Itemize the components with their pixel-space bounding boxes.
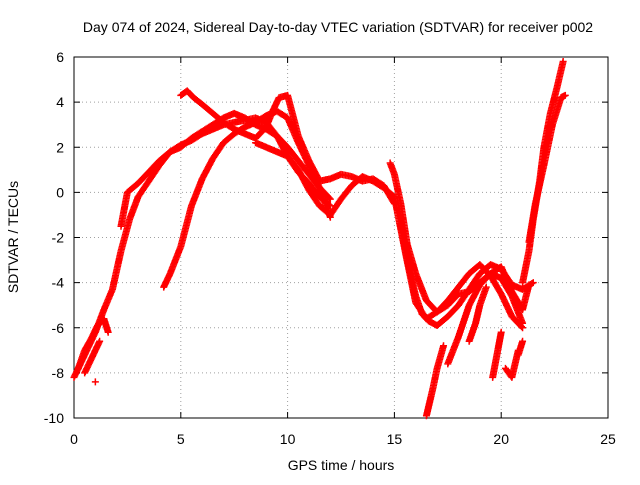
data-point (519, 337, 527, 345)
data-point (91, 378, 99, 386)
data-point (104, 328, 112, 336)
series-track-11 (489, 328, 505, 381)
data-point (559, 58, 567, 66)
y-tick-label: -6 (52, 320, 65, 336)
series-track-10 (465, 283, 490, 345)
y-tick-label: 4 (56, 94, 64, 110)
y-tick-label: 6 (56, 49, 64, 65)
series-track-15 (525, 91, 569, 246)
y-tick-label: -2 (52, 230, 65, 246)
series-track-7 (397, 222, 537, 329)
series-track-18 (91, 378, 99, 386)
data-point (325, 194, 333, 202)
series-track-16 (74, 315, 112, 372)
x-tick-label: 20 (493, 431, 509, 447)
series-track-12 (501, 346, 522, 381)
series-track-9 (422, 342, 448, 420)
series-track-8 (444, 270, 527, 368)
chart-title: Day 074 of 2024, Sidereal Day-to-day VTE… (83, 19, 593, 35)
x-tick-label: 5 (177, 431, 185, 447)
y-tick-label: -10 (44, 410, 64, 426)
x-tick-label: 15 (387, 431, 403, 447)
data-point (561, 91, 569, 99)
data-point (96, 337, 104, 345)
y-tick-label: 2 (56, 139, 64, 155)
series-track-13 (514, 337, 527, 359)
x-tick-label: 25 (600, 431, 616, 447)
tick-labels: 0 5 10 15 20 25 -10 -8 -6 -4 -2 0 2 4 6 (44, 49, 616, 447)
x-tick-label: 10 (280, 431, 296, 447)
data-point (497, 328, 505, 336)
y-tick-label: 0 (56, 184, 64, 200)
y-tick-label: -8 (52, 365, 65, 381)
series-track-17 (81, 337, 104, 377)
y-tick-label: -4 (52, 275, 65, 291)
data-point (528, 279, 536, 287)
y-axis-title: SDTVAR / TECUs (5, 181, 21, 293)
x-axis-title: GPS time / hours (288, 457, 395, 473)
data-points (70, 58, 569, 420)
data-point (440, 342, 448, 350)
data-point (519, 319, 527, 327)
x-tick-label: 0 (70, 431, 78, 447)
data-point (482, 283, 490, 291)
data-point (326, 195, 334, 203)
series-track-4 (160, 107, 334, 291)
data-point (529, 279, 537, 287)
